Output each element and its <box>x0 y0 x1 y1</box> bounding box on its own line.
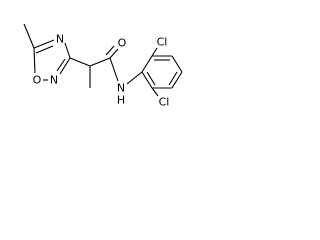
atom-label: H <box>117 94 125 107</box>
atom-label: Cl <box>157 36 168 49</box>
bonds <box>23 23 183 97</box>
bond <box>59 57 71 75</box>
bond <box>23 23 35 49</box>
atom-label: N <box>50 74 58 87</box>
atom-label: O <box>118 37 127 50</box>
bond <box>151 47 158 57</box>
bond <box>109 57 119 82</box>
bond <box>151 87 159 97</box>
bond <box>35 45 54 54</box>
bond <box>171 55 183 73</box>
bond <box>168 71 178 86</box>
bond <box>56 58 66 72</box>
bond <box>146 71 156 86</box>
bond <box>33 47 36 74</box>
molecule-diagram: N O N O N H Cl Cl <box>23 23 183 109</box>
bond <box>105 45 115 56</box>
bond <box>141 71 153 89</box>
atom-label: N <box>56 33 64 46</box>
bond <box>171 71 183 89</box>
bond <box>109 48 119 59</box>
bond <box>33 39 55 49</box>
bond <box>126 71 143 85</box>
atom-label: Cl <box>159 96 170 109</box>
bond <box>69 57 91 67</box>
atom-label: N <box>117 82 125 95</box>
bond <box>89 57 111 67</box>
bond <box>141 55 153 73</box>
bond <box>64 42 71 59</box>
atom-label: O <box>33 74 42 87</box>
atom-labels: N O N O N H Cl Cl <box>33 33 170 109</box>
